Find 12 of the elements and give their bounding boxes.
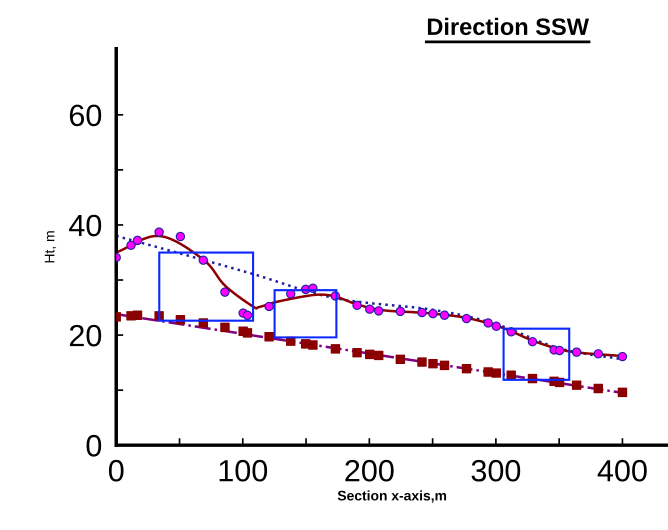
y-tick-label: 0 [86, 434, 102, 457]
x-tick-label: 100 [220, 460, 268, 482]
x-tick-label: 300 [472, 460, 520, 482]
y-tick-label: 40 [69, 214, 102, 236]
y-tick-label: 20 [70, 324, 102, 346]
chart-title: Direction SSW [428, 18, 589, 36]
y-axis-title: Ht, m [44, 231, 56, 262]
x-tick-label: 200 [345, 460, 394, 482]
y-tick-label: 60 [70, 104, 102, 126]
x-tick-label: 0 [108, 460, 124, 482]
x-axis-title: Section x-axis,m [338, 490, 446, 503]
x-tick-label: 400 [598, 460, 647, 482]
